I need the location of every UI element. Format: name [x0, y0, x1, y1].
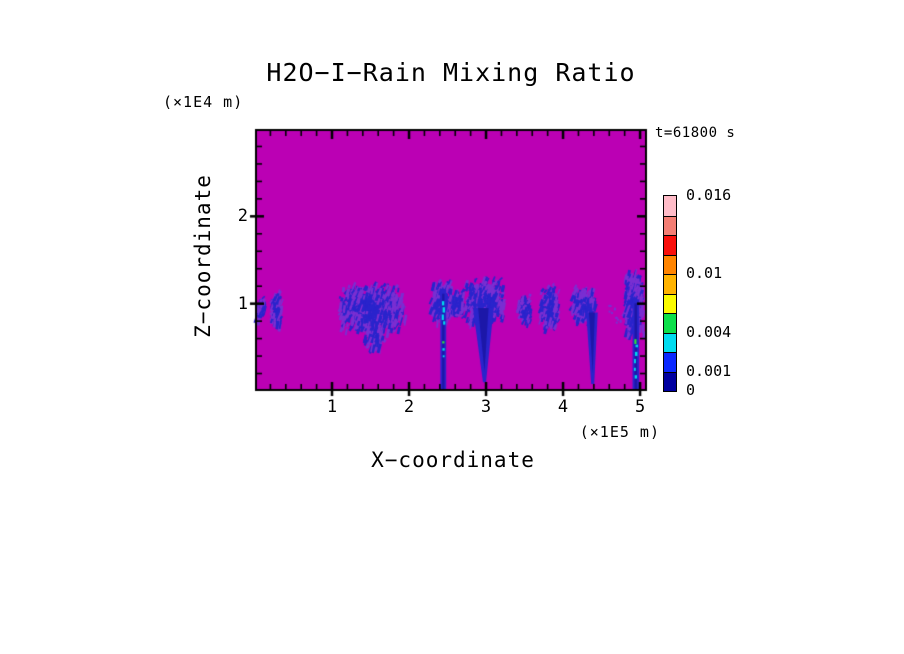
x-tick-label: 1: [326, 397, 338, 417]
colorbar-segment: [664, 235, 676, 255]
colorbar-segment: [664, 293, 676, 313]
x-tick-label: 5: [634, 397, 646, 417]
x-tick-label: 3: [480, 397, 492, 417]
colorbar-segment: [664, 332, 676, 352]
colorbar: [663, 195, 677, 392]
time-annotation: t=61800 s: [655, 125, 736, 141]
colorbar-segment: [664, 274, 676, 294]
colorbar-segment: [664, 371, 676, 391]
colorbar-segment: [664, 196, 676, 216]
colorbar-label: 0.01: [686, 264, 723, 282]
z-tick-label: 1: [237, 293, 248, 314]
heatmap-canvas: [243, 117, 659, 403]
x-tick-label: 4: [557, 397, 569, 417]
x-axis-unit-label: (×1E5 m): [579, 423, 660, 441]
colorbar-segment: [664, 313, 676, 333]
chart-title: H2O−I−Rain Mixing Ratio: [266, 58, 636, 87]
colorbar-label: 0: [686, 381, 696, 399]
colorbar-label: 0.004: [686, 322, 732, 341]
colorbar-segment: [664, 352, 676, 372]
x-tick-label: 2: [403, 397, 415, 417]
colorbar-segment: [664, 254, 676, 274]
z-axis-label: Z−coordinate: [191, 174, 215, 338]
z-axis-unit-label: (×1E4 m): [163, 93, 244, 111]
z-tick-label: 2: [237, 206, 248, 227]
colorbar-segment: [664, 215, 676, 235]
colorbar-label: 0.001: [686, 361, 732, 380]
x-axis-label: X−coordinate: [371, 448, 535, 472]
colorbar-label: 0.016: [686, 186, 732, 204]
